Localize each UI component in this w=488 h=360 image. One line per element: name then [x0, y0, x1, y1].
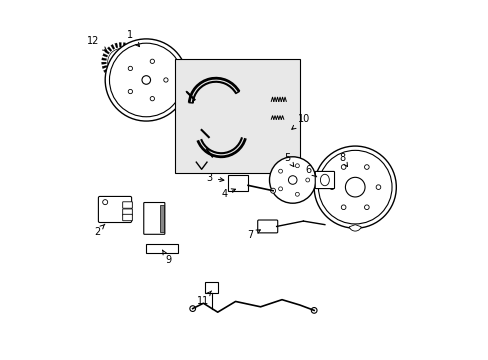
Circle shape — [128, 66, 132, 71]
Circle shape — [364, 205, 368, 210]
Text: 5: 5 — [284, 153, 293, 167]
Circle shape — [313, 146, 395, 228]
Polygon shape — [115, 43, 118, 48]
Polygon shape — [117, 77, 120, 82]
Polygon shape — [127, 75, 131, 80]
Ellipse shape — [345, 177, 365, 197]
Circle shape — [269, 157, 315, 203]
Circle shape — [295, 192, 299, 196]
Polygon shape — [103, 69, 108, 73]
Polygon shape — [111, 44, 115, 49]
Polygon shape — [130, 73, 135, 77]
Polygon shape — [102, 66, 107, 69]
FancyBboxPatch shape — [122, 214, 132, 221]
Circle shape — [278, 169, 282, 173]
Circle shape — [189, 306, 195, 311]
Circle shape — [142, 76, 150, 84]
Wedge shape — [348, 225, 361, 231]
Polygon shape — [109, 74, 113, 79]
Text: 1: 1 — [127, 30, 139, 47]
FancyBboxPatch shape — [122, 209, 132, 215]
Circle shape — [341, 165, 345, 169]
Circle shape — [270, 188, 275, 193]
Polygon shape — [132, 48, 136, 53]
Polygon shape — [121, 77, 123, 82]
Polygon shape — [102, 58, 106, 60]
Circle shape — [329, 185, 334, 189]
Text: 8: 8 — [338, 153, 347, 167]
Polygon shape — [102, 54, 107, 57]
Polygon shape — [126, 44, 129, 49]
Text: 4: 4 — [221, 189, 235, 199]
Text: 6: 6 — [305, 165, 316, 177]
Polygon shape — [136, 60, 141, 62]
Polygon shape — [107, 47, 112, 51]
Circle shape — [295, 164, 299, 168]
Circle shape — [150, 96, 154, 101]
Circle shape — [341, 205, 345, 210]
Polygon shape — [136, 64, 141, 67]
Polygon shape — [102, 62, 106, 64]
Circle shape — [288, 176, 296, 184]
Text: 3: 3 — [206, 173, 224, 183]
FancyBboxPatch shape — [175, 59, 299, 173]
Polygon shape — [113, 76, 116, 81]
Polygon shape — [122, 42, 125, 48]
Circle shape — [364, 165, 368, 169]
Polygon shape — [135, 56, 140, 59]
FancyBboxPatch shape — [205, 282, 217, 293]
Circle shape — [278, 187, 282, 191]
Circle shape — [102, 200, 107, 204]
Text: 10: 10 — [291, 114, 310, 129]
FancyBboxPatch shape — [143, 203, 164, 234]
Text: 9: 9 — [163, 250, 171, 265]
Circle shape — [305, 178, 309, 182]
Polygon shape — [124, 76, 127, 81]
Circle shape — [107, 49, 135, 76]
Circle shape — [150, 59, 154, 63]
FancyBboxPatch shape — [228, 175, 247, 191]
FancyBboxPatch shape — [146, 244, 178, 253]
Text: 11: 11 — [196, 291, 211, 306]
FancyBboxPatch shape — [257, 220, 277, 233]
Polygon shape — [104, 50, 109, 54]
Polygon shape — [133, 70, 138, 75]
Polygon shape — [134, 52, 139, 55]
FancyBboxPatch shape — [315, 171, 334, 189]
Polygon shape — [119, 42, 121, 47]
Circle shape — [105, 39, 187, 121]
FancyBboxPatch shape — [98, 197, 131, 222]
Circle shape — [311, 307, 316, 313]
Text: 2: 2 — [94, 224, 104, 237]
Circle shape — [375, 185, 380, 189]
Circle shape — [163, 78, 168, 82]
FancyBboxPatch shape — [160, 205, 164, 232]
Polygon shape — [129, 45, 133, 50]
FancyBboxPatch shape — [122, 202, 132, 208]
Polygon shape — [106, 72, 110, 76]
Text: 12: 12 — [87, 36, 106, 51]
Polygon shape — [135, 67, 140, 71]
Circle shape — [128, 89, 132, 94]
Text: 7: 7 — [247, 230, 260, 240]
